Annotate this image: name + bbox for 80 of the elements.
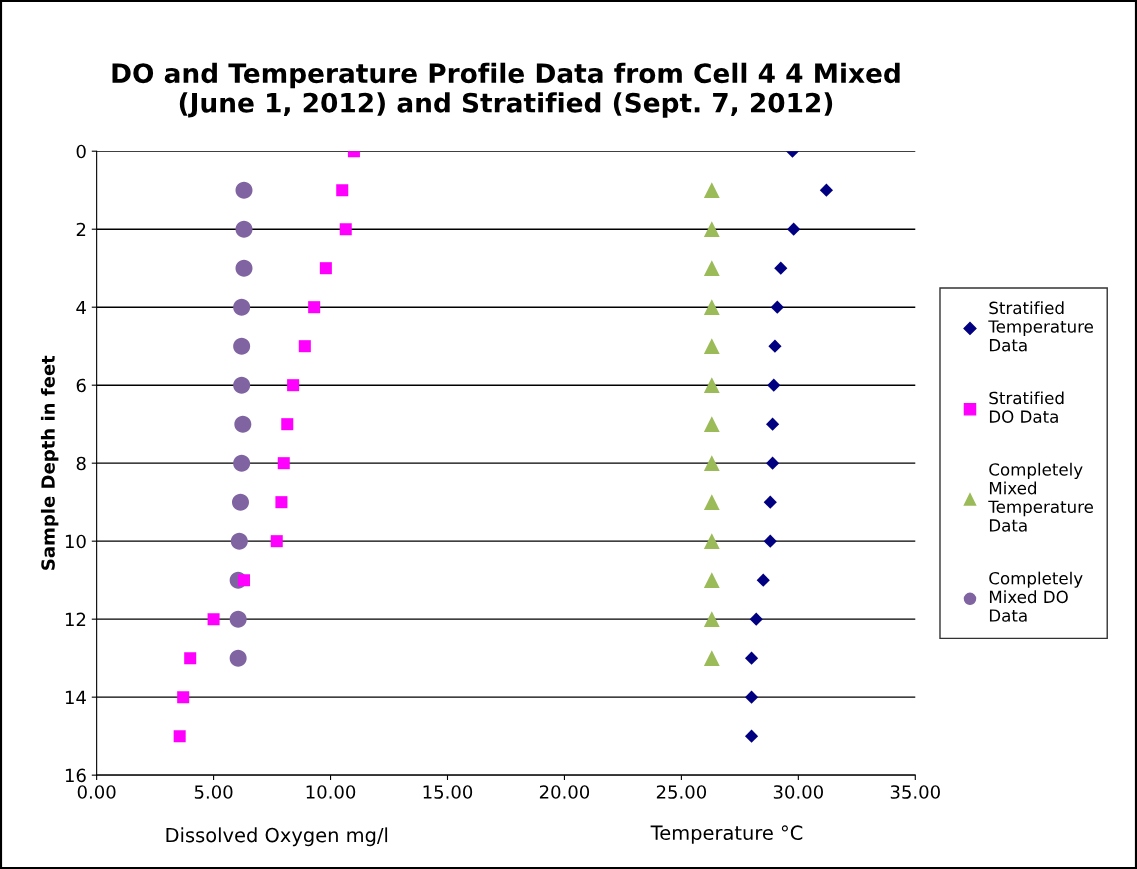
point xyxy=(749,612,763,626)
x-tick-label: 35.00 xyxy=(890,785,940,799)
point xyxy=(308,301,321,314)
x-axis-title: Dissolved Oxygen mg/l xyxy=(166,827,388,847)
point xyxy=(287,379,300,392)
point xyxy=(229,610,247,628)
point xyxy=(231,493,249,511)
legend-label: Stratified DO Data xyxy=(989,391,1064,423)
point xyxy=(703,299,720,316)
legend-label: Completely Mixed Temperature Data xyxy=(988,462,1093,532)
point xyxy=(703,572,720,589)
point xyxy=(233,454,251,472)
point xyxy=(744,729,759,743)
point xyxy=(703,650,720,667)
point xyxy=(703,260,720,277)
point xyxy=(787,222,801,236)
point xyxy=(767,378,781,392)
y-tick-label: 10 xyxy=(65,534,86,549)
x-tick-label: 25.00 xyxy=(656,785,707,799)
point xyxy=(230,532,248,550)
point xyxy=(234,415,252,433)
point xyxy=(703,377,720,394)
legend-label: Stratified Temperature Data xyxy=(988,301,1093,352)
legend-label: Completely Mixed DO Data xyxy=(989,571,1083,622)
point xyxy=(319,262,332,275)
point xyxy=(339,223,352,236)
point xyxy=(173,730,186,743)
point xyxy=(235,220,253,238)
point xyxy=(744,690,759,704)
point xyxy=(763,495,777,509)
point xyxy=(770,300,784,314)
y-tick-label: 4 xyxy=(76,300,86,315)
point xyxy=(763,534,777,548)
point xyxy=(703,338,720,355)
point xyxy=(298,340,311,353)
y-tick-label: 8 xyxy=(76,456,86,471)
point xyxy=(703,416,720,433)
point xyxy=(270,535,283,548)
point xyxy=(237,574,251,587)
x-tick-label: 20.00 xyxy=(539,785,590,799)
y-tick-label: 2 xyxy=(76,222,86,237)
x-tick-label: 10.00 xyxy=(306,785,356,799)
point xyxy=(177,691,190,704)
y-axis-title: Sample Depth in feet xyxy=(40,355,59,570)
x-tick-label: 5.00 xyxy=(194,785,233,799)
y-tick-label: 6 xyxy=(76,378,86,393)
x-tick-label: 15.00 xyxy=(423,785,473,799)
point xyxy=(768,339,782,353)
point xyxy=(774,261,788,275)
point xyxy=(756,573,770,587)
y-tick-label: 14 xyxy=(65,690,86,705)
point xyxy=(766,417,780,431)
y-tick-label: 0 xyxy=(76,144,86,159)
text: Temperature °C xyxy=(650,825,803,844)
y-tick-label: 16 xyxy=(65,768,86,783)
point xyxy=(233,337,251,355)
point xyxy=(235,181,253,199)
point xyxy=(766,456,780,470)
point xyxy=(207,613,220,626)
point xyxy=(229,649,247,667)
point xyxy=(233,298,251,316)
point xyxy=(819,183,833,197)
point xyxy=(277,457,290,470)
point xyxy=(336,184,349,197)
x-tick-label: 30.00 xyxy=(773,785,823,799)
point xyxy=(184,652,197,665)
point xyxy=(703,494,720,511)
y-tick-label: 12 xyxy=(65,612,86,627)
point xyxy=(703,455,720,472)
point xyxy=(281,418,294,431)
point xyxy=(235,259,253,277)
point xyxy=(703,533,720,550)
point xyxy=(275,496,288,509)
point xyxy=(703,221,720,238)
x-tick-label: 0.00 xyxy=(77,785,116,799)
point xyxy=(703,182,720,199)
point xyxy=(703,611,720,628)
point xyxy=(233,376,251,394)
chart-title: DO and Temperature Profile Data from Cell 4 4 Mixed (June 1, 2012) and Stratified (Sept. 7, 2012) xyxy=(112,62,900,118)
point xyxy=(744,651,759,665)
